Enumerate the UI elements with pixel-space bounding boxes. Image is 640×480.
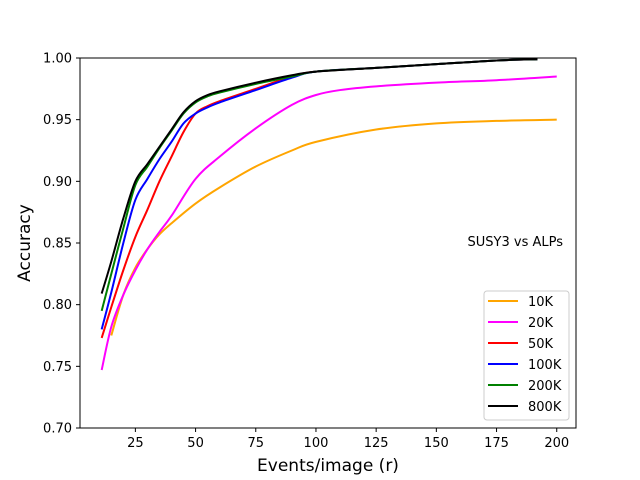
legend-label-100k: 100K (528, 358, 562, 373)
series-layer (100, 58, 557, 371)
legend: 10K 20K 50K 100K 200K 800K (483, 290, 570, 421)
y-tick-label: 0.90 (43, 175, 72, 190)
legend-label-800k: 800K (528, 400, 562, 415)
ticks-layer: 25 50 75 100 125 150 175 200 0.70 0.75 0.80 0.85 0.9… (43, 52, 569, 452)
legend-label-200k: 200K (528, 379, 562, 394)
x-tick-label: 150 (424, 436, 449, 451)
y-tick-label: 0.85 (43, 237, 72, 252)
series-line-800k (100, 58, 538, 294)
legend-label-20k: 20K (528, 316, 554, 331)
x-tick-label: 25 (127, 436, 144, 451)
x-tick-label: 75 (247, 436, 264, 451)
y-tick-label: 1.00 (43, 52, 72, 67)
series-line-50k (100, 58, 538, 339)
x-tick-label: 50 (187, 436, 204, 451)
x-tick-label: 100 (304, 436, 329, 451)
y-axis-label: Accuracy (15, 204, 35, 282)
legend-frame (483, 290, 570, 421)
legend-label-10k: 10K (528, 295, 554, 310)
chart-annotation: SUSY3 vs ALPs (468, 235, 564, 250)
y-tick-label: 0.70 (43, 422, 72, 437)
x-tick-label: 125 (364, 436, 389, 451)
y-tick-label: 0.80 (43, 298, 72, 313)
legend-label-50k: 50K (528, 337, 554, 352)
series-line-20k (100, 75, 557, 371)
series-line-100k (100, 58, 538, 330)
x-axis-label: Events/image (r) (257, 456, 399, 476)
series-line-10k (110, 118, 557, 336)
x-tick-label: 200 (544, 436, 569, 451)
x-tick-label: 175 (484, 436, 509, 451)
y-tick-label: 0.95 (43, 113, 72, 128)
series-line-200k (100, 58, 538, 312)
y-tick-label: 0.75 (43, 360, 72, 375)
